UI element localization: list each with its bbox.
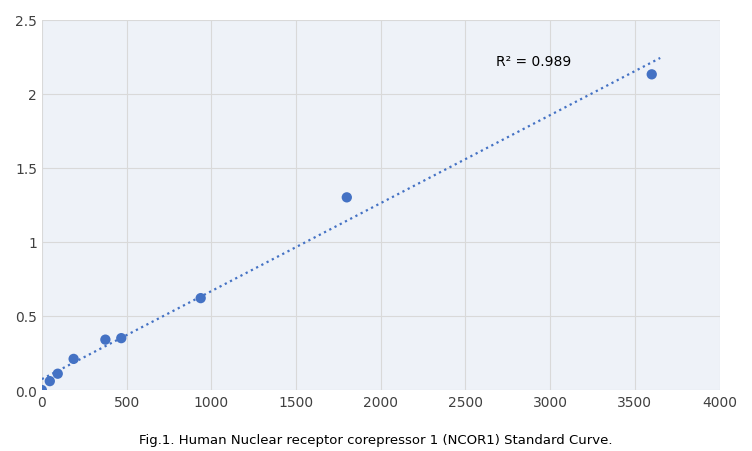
Point [68,355,80,363]
Point [115,335,127,342]
Point [52,370,64,377]
Point [646,72,658,79]
Point [99,336,111,344]
Text: Fig.1. Human Nuclear receptor corepressor 1 (NCOR1) Standard Curve.: Fig.1. Human Nuclear receptor corepresso… [139,433,613,446]
Point [341,194,353,202]
Point [36,387,48,394]
Point [195,295,207,302]
Point [44,377,56,385]
Text: R² = 0.989: R² = 0.989 [496,55,571,69]
